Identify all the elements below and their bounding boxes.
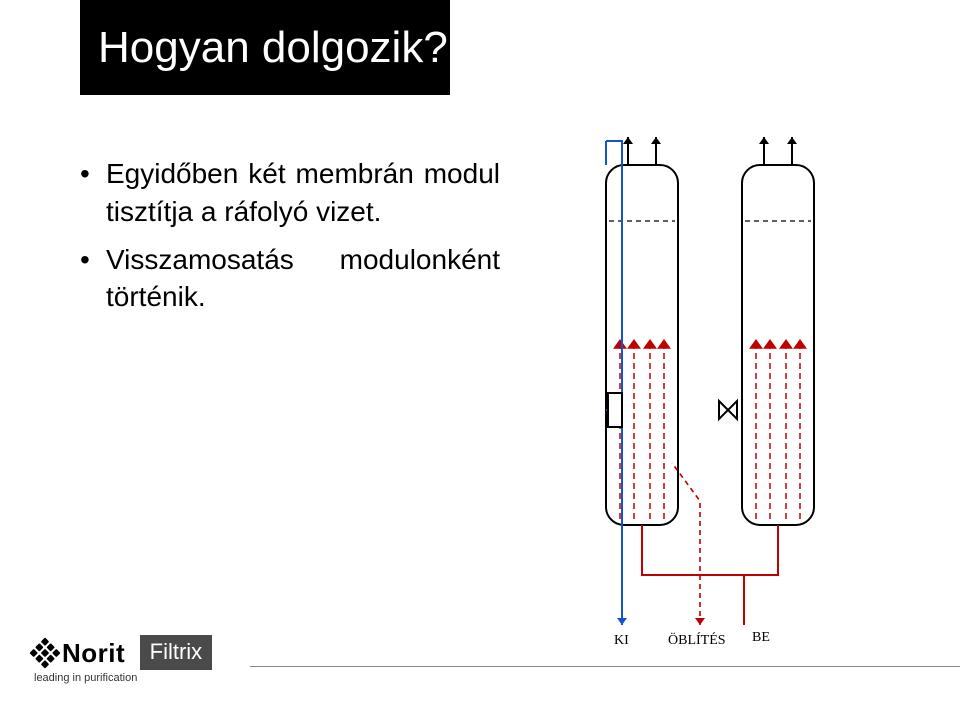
logo-tagline: leading in purification [34, 672, 254, 684]
slide-title-band: Hogyan dolgozik? [80, 0, 450, 95]
slide: Hogyan dolgozik? Egyidőben két membrán m… [0, 0, 960, 709]
membrane-diagram: KI ÖBLÍTÉS BE [560, 125, 900, 655]
bullet-item: Egyidőben két membrán modul tisztítja a … [80, 155, 500, 231]
bullet-item: Visszamosatás modulonként történik. [80, 241, 500, 317]
logo-norit: Norit [34, 638, 125, 669]
logo-dots-icon [29, 637, 60, 668]
logo-filtrix: Filtrix [140, 635, 213, 670]
footer-rule [250, 666, 960, 667]
bullet-list: Egyidőben két membrán modul tisztítja a … [80, 155, 500, 326]
diagram-label-oblites: ÖBLÍTÉS [668, 633, 726, 649]
diagram-label-ki: KI [614, 633, 629, 649]
slide-title: Hogyan dolgozik? [98, 23, 448, 73]
diagram-label-be: BE [752, 630, 770, 646]
logo-brand-text: Norit [62, 638, 125, 669]
footer-logo: Norit Filtrix leading in purification [34, 635, 254, 691]
